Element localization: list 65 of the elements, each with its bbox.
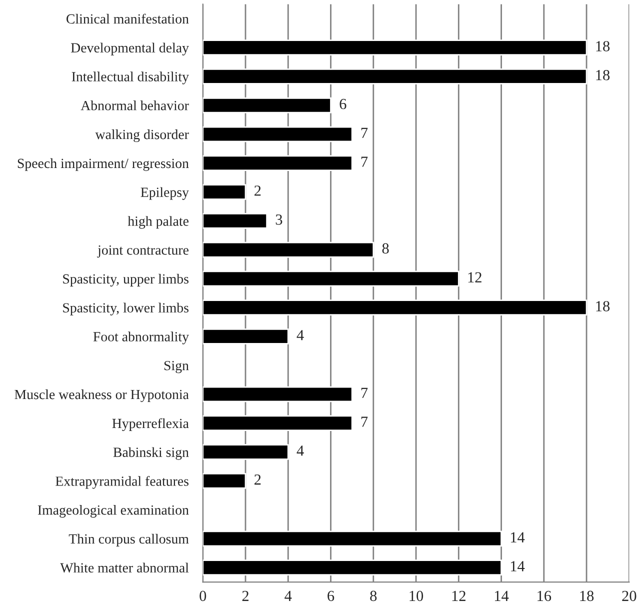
- x-tick-label: 12: [452, 590, 466, 601]
- bar: [202, 242, 374, 258]
- data-label: 14: [510, 532, 525, 542]
- y-tick-label: Muscle weakness or Hypotonia: [14, 389, 189, 402]
- bar: [202, 184, 246, 200]
- data-label: 2: [254, 474, 261, 485]
- y-tick-label: Sign: [164, 360, 189, 374]
- y-tick-label: Spasticity, lower limbs: [63, 302, 188, 316]
- y-tick-label: Babinski sign: [113, 447, 189, 460]
- y-tick-label: joint contracture: [97, 245, 188, 258]
- data-label: 6: [340, 98, 346, 110]
- bar: [202, 68, 588, 84]
- x-tick-label: 4: [284, 590, 292, 601]
- y-tick-label: Intellectual disability: [72, 72, 189, 84]
- y-tick-label: Epilepsy: [140, 187, 189, 200]
- bar: [202, 530, 502, 547]
- bar: [202, 155, 353, 172]
- y-tick-label: Thin corpus callosum: [68, 534, 189, 546]
- bar: [202, 40, 588, 56]
- data-label: 3: [276, 214, 282, 225]
- y-tick-label: walking disorder: [95, 129, 189, 142]
- bar: [202, 328, 289, 344]
- data-label: 14: [510, 561, 525, 572]
- x-tick-label: 8: [370, 590, 377, 602]
- y-tick-label: Foot abnormality: [93, 332, 189, 344]
- y-tick-label: Clinical manifestation: [66, 14, 189, 24]
- y-tick-label: Developmental delay: [70, 42, 189, 56]
- data-label: 4: [296, 446, 304, 456]
- bar: [202, 270, 460, 287]
- bar: [202, 97, 332, 114]
- x-tick-label: 10: [410, 590, 424, 602]
- data-label: 8: [382, 243, 389, 254]
- y-tick-label: Spasticity, upper limbs: [63, 274, 188, 286]
- y-tick-label: high palate: [128, 216, 188, 229]
- data-label: 12: [468, 272, 482, 282]
- bar: [202, 560, 502, 576]
- y-tick-label: Abnormal behavior: [80, 100, 189, 110]
- data-label: 18: [596, 70, 610, 80]
- data-label: 2: [254, 186, 261, 196]
- y-tick-label: Extrapyramidal features: [56, 476, 188, 489]
- x-tick-label: 2: [242, 590, 248, 601]
- x-tick-label: 20: [622, 590, 636, 602]
- y-tick-label: Hyperreflexia: [112, 418, 189, 432]
- data-label: 18: [596, 41, 610, 52]
- y-tick-label: Imageological examination: [38, 504, 189, 518]
- data-label: 7: [361, 416, 368, 427]
- bar: [202, 415, 353, 432]
- bar: [202, 126, 353, 142]
- x-tick-label: 18: [580, 590, 594, 602]
- x-tick-label: 6: [328, 590, 334, 602]
- data-label: 18: [596, 301, 610, 312]
- x-tick-label: 16: [538, 590, 552, 602]
- data-label: 7: [361, 388, 368, 398]
- data-label: 7: [361, 156, 368, 167]
- x-tick-label: 0: [200, 590, 206, 602]
- bar: [202, 386, 353, 402]
- bar: [202, 472, 246, 489]
- data-label: 7: [361, 128, 368, 138]
- y-tick-label: Speech impairment/ regression: [18, 158, 189, 171]
- data-label: 4: [296, 330, 304, 340]
- y-tick-label: White matter abnormal: [60, 562, 189, 573]
- bar: [202, 300, 588, 316]
- bar: [202, 212, 268, 229]
- x-tick-label: 14: [494, 590, 509, 601]
- bar: [202, 444, 289, 460]
